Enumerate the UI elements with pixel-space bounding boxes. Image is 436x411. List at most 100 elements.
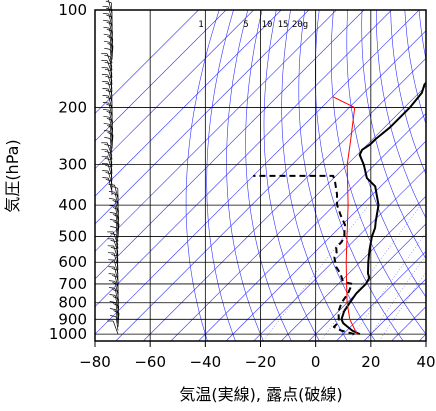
isotherm-line xyxy=(95,10,254,170)
x-tick-label: −80 xyxy=(79,353,111,371)
isotherm-line xyxy=(225,140,426,341)
mixing-ratio-label: 1 xyxy=(198,20,203,30)
dry-adiabat-line xyxy=(361,10,426,260)
series-line-0 xyxy=(340,81,426,336)
wind-barb-flag xyxy=(103,122,110,125)
wind-barb-shaft xyxy=(114,206,119,221)
dry-adiabat-line xyxy=(346,10,426,298)
x-tick-label: 40 xyxy=(416,353,435,371)
wind-barb-flag xyxy=(110,315,117,318)
wind-barb-shaft xyxy=(111,127,114,142)
dry-adiabat-line xyxy=(314,10,404,341)
wind-barb-shaft xyxy=(107,60,113,75)
wind-barb-flag xyxy=(109,287,116,289)
wind-barb-flag xyxy=(103,19,110,22)
dry-adiabat-line xyxy=(418,10,426,62)
wind-barb-flag xyxy=(103,115,110,118)
mixing-ratio-line xyxy=(366,254,426,341)
mixing-ratio-labels: 1 5 10 15 20g xyxy=(198,20,308,30)
wind-barb-shaft xyxy=(107,81,113,96)
wind-barb-shaft xyxy=(108,88,113,103)
wind-barb-shaft xyxy=(117,209,119,224)
wind-barb-shaft xyxy=(111,134,114,149)
isotherm-line xyxy=(336,250,426,341)
mixing-ratio-line xyxy=(348,232,426,341)
wind-barb-shaft xyxy=(116,255,119,271)
wind-barb-flag xyxy=(103,108,110,111)
wind-barb-shaft xyxy=(114,281,119,296)
wind-barb-shaft xyxy=(107,156,113,171)
wind-barb-shaft xyxy=(113,245,119,260)
wind-barb-shaft xyxy=(112,231,119,246)
y-tick-label: 300 xyxy=(58,156,87,174)
isotherm-line xyxy=(95,10,365,280)
wind-barb-shaft xyxy=(117,312,120,328)
dry-adiabat-line xyxy=(330,10,426,335)
wind-barb-shaft xyxy=(117,305,120,320)
isotherm-line xyxy=(95,10,282,197)
wind-barb-flag xyxy=(109,212,116,214)
wind-barb-shaft xyxy=(110,77,113,92)
x-axis-ticks: −80 −60 −40 −20 0 20 40 xyxy=(79,341,436,371)
isotherm-line xyxy=(418,333,426,341)
wind-barb-flag xyxy=(109,308,116,310)
wind-barbs xyxy=(101,0,120,335)
wind-barb-shaft xyxy=(115,234,119,249)
wind-barb-flag xyxy=(110,240,117,243)
wind-barb-flag xyxy=(103,33,110,36)
mixing-ratio-label: 10 xyxy=(262,20,273,30)
wind-barb-flag xyxy=(104,143,111,146)
dry-adiabat-line xyxy=(390,10,426,175)
dry-adiabat-line xyxy=(263,10,320,341)
wind-barb-shaft xyxy=(115,302,119,317)
wind-barb-shaft xyxy=(110,70,113,85)
wind-barb-flag xyxy=(104,61,111,64)
wind-barb-flag xyxy=(109,205,116,207)
isotherm-line xyxy=(170,85,426,341)
wind-barb-shaft xyxy=(109,138,113,153)
wind-barb-shaft xyxy=(107,67,113,82)
wind-barb-shaft xyxy=(110,166,113,181)
wind-barb-shaft xyxy=(114,185,119,199)
wind-barb-flag xyxy=(102,12,109,15)
wind-barb-shaft xyxy=(114,274,119,288)
wind-barb-shaft xyxy=(112,320,119,335)
mixing-ratio-label: 20g xyxy=(292,20,308,30)
wind-barb-flag xyxy=(103,129,110,132)
wind-barb-flag xyxy=(104,136,111,139)
wind-barb-flag xyxy=(103,40,110,43)
wind-barb-shaft xyxy=(109,145,113,160)
wind-barb-flag xyxy=(109,301,116,303)
y-tick-label: 900 xyxy=(58,310,87,328)
wind-barb-shaft xyxy=(108,178,113,192)
series-layer xyxy=(253,81,426,336)
x-tick-label: 0 xyxy=(311,353,321,371)
wind-barb-shaft xyxy=(117,298,119,313)
isotherm-line xyxy=(95,10,227,142)
dry-adiabat-line xyxy=(375,10,426,219)
mixing-ratio-line xyxy=(379,271,426,341)
x-tick-label: −40 xyxy=(190,353,222,371)
wind-barb-shaft xyxy=(114,199,119,214)
isotherm-line xyxy=(281,195,426,341)
x-tick-label: 20 xyxy=(361,353,380,371)
wind-barb-shaft xyxy=(114,267,119,281)
wind-barb-shaft xyxy=(109,42,113,57)
wind-barb-flag xyxy=(109,219,116,221)
wind-barb-flag xyxy=(108,280,115,282)
y-tick-label: 200 xyxy=(58,99,87,117)
wind-barb-flag xyxy=(111,254,118,257)
wind-barb-shaft xyxy=(108,28,113,42)
wind-barb-shaft xyxy=(111,31,113,46)
wind-barb-shaft xyxy=(109,56,113,71)
x-tick-label: −60 xyxy=(134,353,166,371)
y-tick-label: 100 xyxy=(58,1,87,19)
wind-barb-shaft xyxy=(113,260,119,274)
wind-barb-shaft xyxy=(106,142,113,157)
wind-barb-shaft xyxy=(111,120,113,135)
y-tick-label: 1000 xyxy=(49,325,87,343)
isotherm-line xyxy=(95,10,310,225)
wind-barb-shaft xyxy=(116,241,119,256)
wind-barb-shaft xyxy=(115,213,119,228)
